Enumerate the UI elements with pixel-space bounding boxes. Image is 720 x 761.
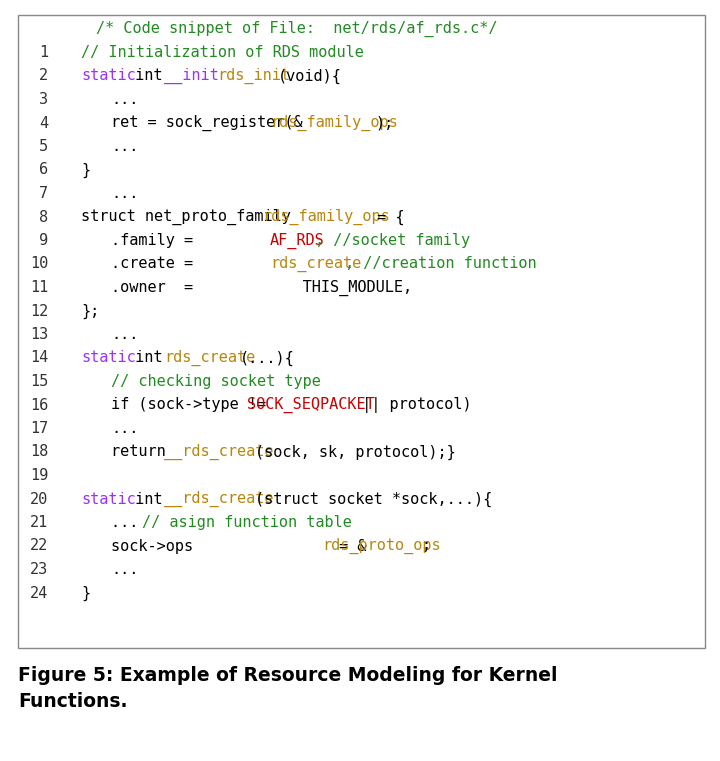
Text: rds_proto_ops: rds_proto_ops <box>323 538 441 554</box>
Text: Functions.: Functions. <box>18 692 127 711</box>
Text: (void){: (void){ <box>277 68 341 84</box>
Text: (sock, sk, protocol);}: (sock, sk, protocol);} <box>255 444 456 460</box>
Text: 7: 7 <box>39 186 48 201</box>
Text: 10: 10 <box>30 256 48 272</box>
Text: // asign function table: // asign function table <box>142 515 351 530</box>
Text: static: static <box>81 351 136 365</box>
Text: 15: 15 <box>30 374 48 389</box>
Text: ...: ... <box>112 327 139 342</box>
Text: 9: 9 <box>39 233 48 248</box>
Text: 2: 2 <box>39 68 48 84</box>
Text: ...: ... <box>112 92 139 107</box>
Text: __rds_create: __rds_create <box>164 444 274 460</box>
Text: 17: 17 <box>30 421 48 436</box>
Text: /* Code snippet of File:  net/rds/af_rds.c*/: /* Code snippet of File: net/rds/af_rds.… <box>96 21 498 37</box>
Text: 21: 21 <box>30 515 48 530</box>
Text: rds_create: rds_create <box>270 256 361 272</box>
Text: 3: 3 <box>39 92 48 107</box>
Text: if (sock->type !=: if (sock->type != <box>112 397 276 412</box>
Text: AF_RDS: AF_RDS <box>270 232 325 249</box>
Text: 12: 12 <box>30 304 48 319</box>
Text: rds_create: rds_create <box>164 350 256 366</box>
Text: SOCK_SEQPACKET: SOCK_SEQPACKET <box>247 397 375 413</box>
Text: 4: 4 <box>39 116 48 130</box>
Bar <box>18 15 705 648</box>
Text: static: static <box>81 492 136 507</box>
Text: 16: 16 <box>30 397 48 412</box>
Text: 20: 20 <box>30 492 48 507</box>
Text: ...: ... <box>112 421 139 436</box>
Text: ;: ; <box>421 539 430 553</box>
Text: (...){: (...){ <box>240 350 294 365</box>
Text: return: return <box>112 444 175 460</box>
Text: __rds_create: __rds_create <box>164 491 274 507</box>
Text: , //creation function: , //creation function <box>346 256 537 272</box>
Text: 24: 24 <box>30 585 48 600</box>
Text: ...: ... <box>112 562 139 577</box>
Text: 18: 18 <box>30 444 48 460</box>
Text: __init: __init <box>164 68 219 84</box>
Text: 22: 22 <box>30 539 48 553</box>
Text: );: ); <box>376 116 394 130</box>
Text: || protocol): || protocol) <box>353 397 472 413</box>
Text: int: int <box>127 351 172 365</box>
Text: ...: ... <box>112 186 139 201</box>
Text: rds_family_ops: rds_family_ops <box>270 115 397 131</box>
Text: 8: 8 <box>39 209 48 224</box>
Text: 11: 11 <box>30 280 48 295</box>
Text: struct net_proto_family: struct net_proto_family <box>81 209 300 225</box>
Text: = {: = { <box>368 209 405 224</box>
Text: 14: 14 <box>30 351 48 365</box>
Text: int: int <box>127 492 172 507</box>
Text: static: static <box>81 68 136 84</box>
Text: 6: 6 <box>39 163 48 177</box>
Text: ...: ... <box>112 515 148 530</box>
Text: };: }; <box>81 304 99 319</box>
Text: }: } <box>81 162 90 177</box>
Text: 13: 13 <box>30 327 48 342</box>
Text: ret = sock_register(&: ret = sock_register(& <box>112 115 303 131</box>
Text: Figure 5: Example of Resource Modeling for Kernel: Figure 5: Example of Resource Modeling f… <box>18 666 557 685</box>
Text: .family =: .family = <box>112 233 303 248</box>
Text: .owner  =            THIS_MODULE,: .owner = THIS_MODULE, <box>112 279 413 295</box>
Text: int: int <box>127 68 172 84</box>
Text: }: } <box>81 585 90 600</box>
Text: 5: 5 <box>39 139 48 154</box>
Text: .create =: .create = <box>112 256 303 272</box>
Text: rds_family_ops: rds_family_ops <box>262 209 390 225</box>
Text: sock->ops                = &: sock->ops = & <box>112 539 366 553</box>
Text: , //socket family: , //socket family <box>315 233 470 248</box>
Text: // checking socket type: // checking socket type <box>112 374 321 389</box>
Text: 1: 1 <box>39 45 48 60</box>
Text: rds_init: rds_init <box>217 68 290 84</box>
Text: (struct socket *sock,...){: (struct socket *sock,...){ <box>255 492 492 507</box>
Text: ...: ... <box>112 139 139 154</box>
Text: 19: 19 <box>30 468 48 483</box>
Text: // Initialization of RDS module: // Initialization of RDS module <box>81 45 364 60</box>
Text: 23: 23 <box>30 562 48 577</box>
